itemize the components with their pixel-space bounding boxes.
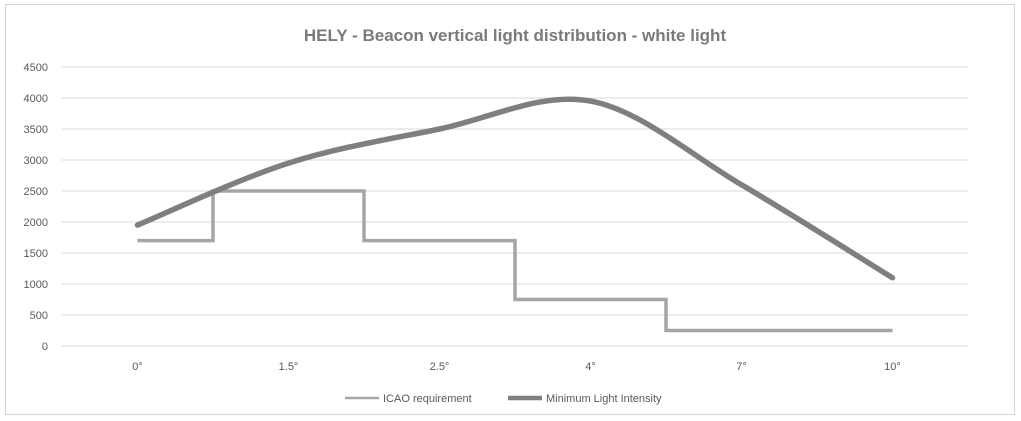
y-tick-label: 2000 [24, 217, 48, 229]
y-tick-label: 3500 [24, 124, 48, 136]
legend-label: Minimum Light Intensity [546, 393, 662, 405]
y-axis-ticks: 0 500 1000 1500 2000 2500 3000 3500 4000 4500 [24, 62, 48, 353]
series-line-minimum-light-intensity [134, 96, 896, 281]
x-tick-label: 4° [585, 361, 596, 373]
chart-title: HELY - Beacon vertical light distributio… [304, 26, 727, 45]
y-tick-label: 1000 [24, 279, 48, 291]
x-tick-label: 0° [132, 361, 143, 373]
series-line-icao-requirement [137, 189, 893, 333]
x-axis-ticks: 0° 1.5° 2.5° 4° 7° 10° [132, 361, 901, 373]
y-tick-label: 4500 [24, 62, 48, 74]
x-tick-label: 2.5° [430, 361, 450, 373]
y-tick-label: 500 [30, 310, 48, 322]
y-tick-label: 0 [42, 341, 48, 353]
y-tick-label: 2500 [24, 186, 48, 198]
legend-label: ICAO requirement [383, 393, 472, 405]
legend: ICAO requirement Minimum Light Intensity [345, 393, 662, 405]
gridlines [62, 66, 968, 347]
x-tick-label: 1.5° [279, 361, 299, 373]
y-tick-label: 1500 [24, 248, 48, 260]
series-lines [134, 96, 896, 333]
x-tick-label: 7° [736, 361, 747, 373]
x-tick-label: 10° [884, 361, 901, 373]
y-tick-label: 3000 [24, 155, 48, 167]
y-tick-label: 4000 [24, 93, 48, 105]
